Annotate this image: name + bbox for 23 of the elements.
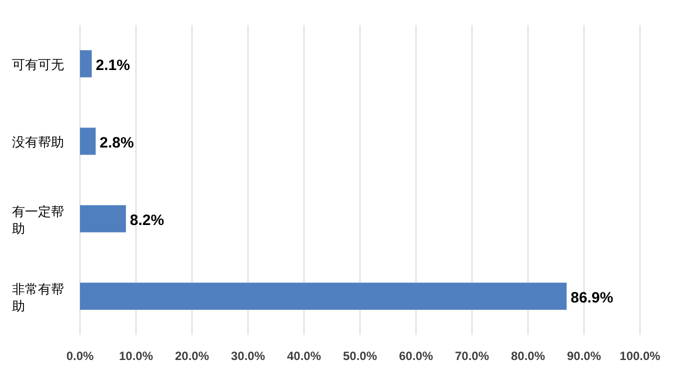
x-tick-label: 60.0% <box>398 349 434 363</box>
x-tick-label: 40.0% <box>286 349 322 363</box>
x-tick-label: 30.0% <box>230 349 266 363</box>
y-tick-label: 有一定帮助 <box>12 204 64 236</box>
x-tick-label: 50.0% <box>342 349 378 363</box>
y-tick-label: 非常有帮助 <box>12 281 64 314</box>
x-tick-label: 20.0% <box>174 349 210 363</box>
y-tick-label: 可有可无 <box>12 56 64 72</box>
x-tick-label: 100.0% <box>620 349 661 363</box>
bar <box>80 205 126 232</box>
x-tick-label: 70.0% <box>454 349 490 363</box>
data-label: 86.9% <box>570 289 614 306</box>
x-tick-label: 80.0% <box>510 349 546 363</box>
x-tick-label: 90.0% <box>566 349 602 363</box>
bar <box>80 128 96 155</box>
data-label: 8.2% <box>130 212 164 229</box>
y-tick-label: 没有帮助 <box>12 134 64 150</box>
x-tick-label: 10.0% <box>118 349 154 363</box>
x-tick-label: 0.0% <box>66 349 94 363</box>
bar <box>80 282 567 310</box>
data-label: 2.8% <box>100 134 134 152</box>
data-label: 2.1% <box>96 56 130 74</box>
bar <box>80 50 92 78</box>
